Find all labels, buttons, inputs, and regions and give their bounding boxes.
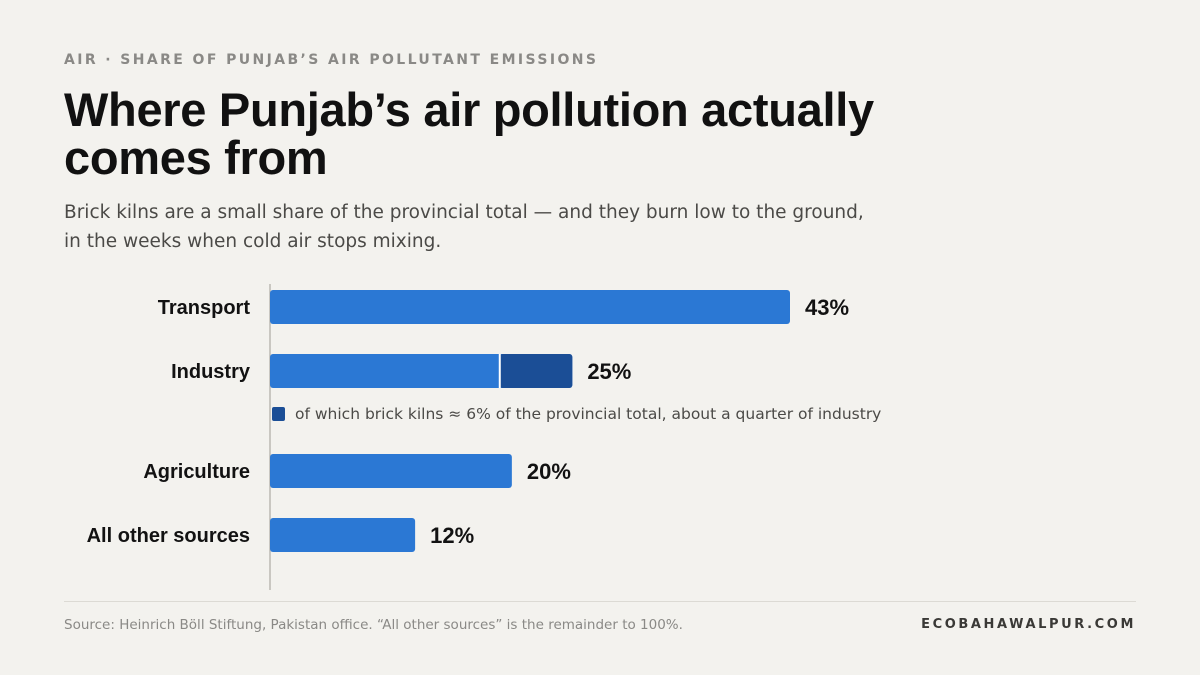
bar-agriculture	[270, 454, 512, 488]
bar-segment-brick-kilns	[499, 354, 573, 388]
chart-title: Where Punjab’s air pollution actually co…	[64, 83, 874, 184]
chart-subtitle: Brick kilns are a small share of the pro…	[64, 202, 864, 252]
value-label-transport: 43%	[805, 295, 849, 320]
brick-kilns-note: of which brick kilns ≈ 6% of the provinc…	[295, 405, 881, 423]
category-label-agriculture: Agriculture	[143, 461, 250, 483]
chart-kicker: AIR · SHARE OF PUNJAB’S AIR POLLUTANT EM…	[64, 52, 599, 68]
brand-link[interactable]: ECOBAHAWALPUR.COM	[921, 617, 1136, 632]
bar-industry	[270, 354, 573, 388]
category-label-transport: Transport	[158, 297, 251, 319]
footer-divider	[64, 601, 1136, 602]
brick-kilns-legend-swatch	[272, 407, 285, 421]
bar-all-other-sources	[270, 518, 416, 552]
bar-chart: Transport 43% Industry of which brick kilns…	[87, 284, 881, 590]
value-label-industry: 25%	[587, 359, 631, 384]
bar-transport	[270, 290, 790, 324]
value-label-agriculture: 20%	[527, 459, 571, 484]
category-label-all-other-sources: All other sources	[87, 525, 250, 547]
category-label-industry: Industry	[171, 361, 251, 383]
value-label-all-other-sources: 12%	[430, 523, 474, 548]
source-note: Source: Heinrich Böll Stiftung, Pakistan…	[64, 617, 683, 633]
